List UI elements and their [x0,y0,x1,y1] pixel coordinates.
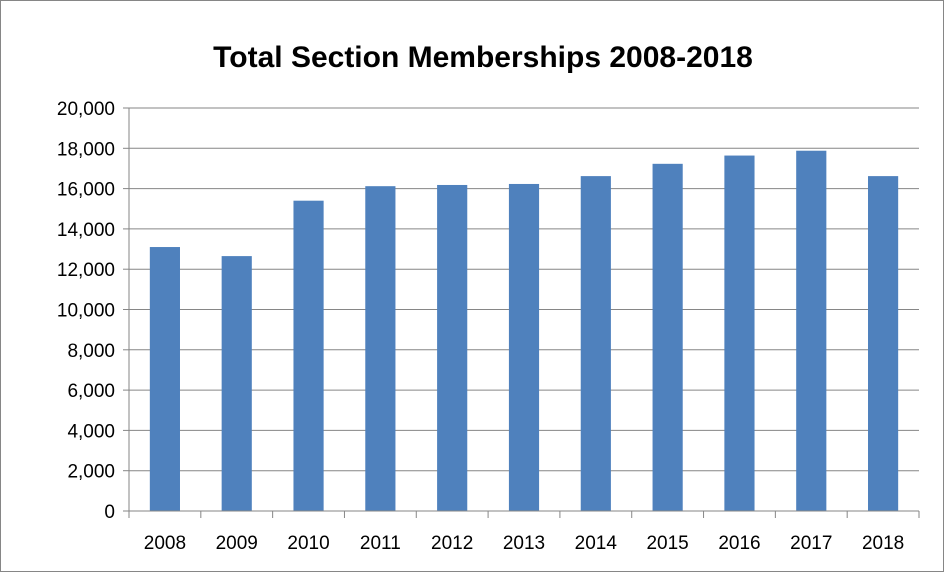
x-tick-label-2009: 2009 [216,533,258,554]
x-tick-label-2011: 2011 [360,533,401,554]
y-tick-label: 2,000 [67,462,115,483]
bar-2013 [508,183,540,511]
y-tick-label: 8,000 [67,341,115,362]
x-tick-label-2010: 2010 [287,533,329,554]
x-tick-label-2012: 2012 [431,533,473,554]
bar-2009 [221,256,252,511]
y-tick-label: 14,000 [57,220,115,241]
bar-2011 [365,186,396,511]
y-tick-label: 12,000 [57,260,115,281]
x-axis-ticks: 2008 2009 2010 2011 2012 2013 2014 2015 2016 2017… [128,511,920,554]
bars [149,150,899,512]
y-tick-label: 4,000 [67,421,115,442]
x-tick-label-2015: 2015 [646,533,688,554]
y-tick-label: 10,000 [57,301,115,322]
y-tick-label: 6,000 [67,381,115,402]
bar-2014 [580,176,611,511]
bar-2017 [796,150,827,511]
y-tick-label: 0 [104,502,115,523]
chart-title: Total Section Memberships 2008-2018 [213,41,753,74]
x-tick-label-2017: 2017 [790,533,832,554]
y-tick-label: 16,000 [57,180,115,201]
bar-2012 [437,184,468,511]
bar-2016 [724,155,755,511]
y-tick-label: 18,000 [57,139,115,160]
x-tick-label-2013: 2013 [503,533,545,554]
y-axis-ticks: 0 2,000 4,000 6,000 8,000 10,000 12,000 14,000 1… [57,99,130,523]
x-tick-label-2018: 2018 [862,533,904,554]
bar-2008 [149,247,180,511]
x-tick-label-2014: 2014 [575,533,618,554]
bar-2018 [868,176,899,511]
x-tick-label-2008: 2008 [144,533,186,554]
x-tick-label-2016: 2016 [718,533,760,554]
y-tick-label: 20,000 [57,99,115,120]
bar-2010 [293,200,324,511]
bar-2015 [652,163,683,512]
